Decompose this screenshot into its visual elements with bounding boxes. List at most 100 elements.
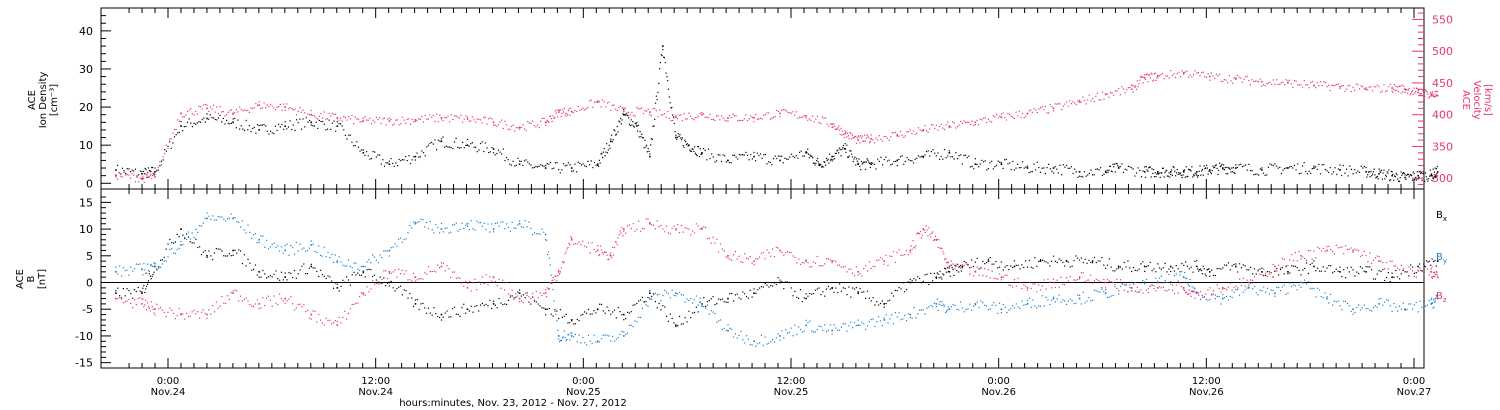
velocity-series-point	[1388, 86, 1390, 88]
by-series-point	[559, 341, 561, 343]
density-series-point	[380, 163, 382, 165]
velocity-series-point	[655, 110, 657, 112]
bx-series-point	[331, 280, 333, 282]
bz-series-point	[403, 273, 405, 275]
bx-series-point	[1211, 269, 1213, 271]
velocity-series-point	[1077, 100, 1079, 102]
density-series-point	[737, 158, 739, 160]
bz-series-point	[656, 220, 658, 222]
density-series-point	[833, 155, 835, 157]
velocity-series-point	[1202, 71, 1204, 73]
by-series-point	[714, 312, 716, 315]
bz-series-point	[199, 317, 201, 319]
bx-series-point	[465, 312, 467, 314]
by-series-point	[562, 336, 564, 338]
bx-series-point	[1043, 260, 1045, 262]
density-series-point	[854, 156, 856, 158]
velocity-series-point	[310, 113, 313, 116]
bz-series-point	[142, 298, 144, 300]
velocity-series-point	[1401, 84, 1403, 86]
density-series-point	[1367, 171, 1370, 173]
bx-series-point	[1129, 267, 1131, 269]
density-series-point	[701, 153, 703, 155]
bz-series-point	[1250, 279, 1252, 281]
bz-series-point	[241, 300, 244, 302]
density-series-point	[514, 165, 516, 167]
by-series-point	[987, 309, 990, 311]
velocity-series-point	[209, 106, 211, 108]
bz-series-point	[265, 297, 268, 299]
by-series-point	[122, 267, 124, 269]
velocity-series-point	[893, 132, 895, 134]
bz-series-point	[1424, 266, 1427, 268]
velocity-series-point	[632, 114, 635, 117]
bx-series-point	[1265, 274, 1267, 277]
by-series-point	[383, 250, 385, 252]
density-series-point	[450, 146, 452, 149]
velocity-series-point	[555, 112, 557, 114]
bz-series-point	[329, 319, 331, 321]
by-series-point	[896, 316, 898, 318]
bx-series-point	[329, 276, 331, 278]
velocity-series-point	[1315, 87, 1317, 89]
density-series-point	[1015, 167, 1017, 169]
density-series-point	[1227, 173, 1229, 175]
velocity-series-point	[153, 174, 155, 176]
bz-series-point	[1278, 264, 1280, 266]
bz-series-point	[1049, 281, 1051, 283]
bz-series-point	[137, 297, 139, 300]
by-series-point	[932, 306, 934, 308]
by-series-point	[195, 228, 197, 230]
bx-series-point	[714, 304, 716, 306]
bz-series-point	[1300, 254, 1302, 257]
density-series-point	[817, 161, 819, 163]
density-series-point	[1005, 158, 1007, 160]
velocity-series-point	[565, 112, 567, 114]
bz-series-point	[827, 258, 830, 260]
by-series-point	[373, 256, 376, 258]
by-series-point	[293, 253, 296, 255]
by-series-point	[528, 221, 530, 223]
bz-series-point	[226, 295, 229, 297]
velocity-series-point	[269, 103, 272, 106]
velocity-series-point	[857, 135, 859, 137]
density-series-point	[642, 137, 644, 139]
bz-series-point	[282, 300, 284, 302]
bx-series-point	[1067, 261, 1070, 263]
by-series-point	[396, 245, 398, 247]
density-series-point	[414, 159, 417, 161]
bz-series-point	[1088, 279, 1090, 281]
by-series-point	[1136, 291, 1138, 294]
bx-series-point	[678, 315, 681, 317]
bz-series-point	[197, 311, 199, 313]
by-series-point	[1395, 306, 1397, 308]
density-series-point	[284, 121, 286, 123]
density-series-point	[470, 143, 472, 145]
by-series-point	[593, 334, 595, 336]
bz-series-point	[600, 249, 603, 251]
by-series-point	[665, 291, 668, 293]
density-series-point	[860, 169, 862, 171]
by-series-point	[600, 338, 603, 340]
velocity-series-point	[805, 117, 807, 119]
bz-series-point	[115, 297, 117, 300]
bz-series-point	[615, 241, 617, 243]
velocity-series-point	[563, 107, 565, 109]
velocity-series-point	[1251, 79, 1253, 81]
bz-series-point	[894, 261, 896, 263]
bz-series-point	[1193, 290, 1195, 293]
by-series-point	[926, 307, 928, 309]
bx-series-point	[976, 257, 978, 259]
bx-series-point	[693, 311, 696, 314]
density-series-point	[123, 170, 125, 172]
bz-series-point	[1289, 259, 1291, 261]
density-series-point	[282, 128, 285, 130]
density-series-point	[1167, 175, 1169, 177]
by-series-point	[1231, 296, 1233, 299]
bx-series-point	[1203, 268, 1205, 270]
by-series-point	[547, 251, 550, 253]
density-series-point	[689, 150, 692, 152]
density-series-point	[582, 163, 584, 165]
bz-series-point	[293, 309, 296, 311]
